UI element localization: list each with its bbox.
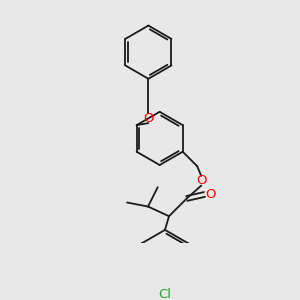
- Text: O: O: [196, 174, 206, 187]
- Text: O: O: [143, 112, 154, 125]
- Text: O: O: [206, 188, 216, 201]
- Text: Cl: Cl: [158, 288, 172, 300]
